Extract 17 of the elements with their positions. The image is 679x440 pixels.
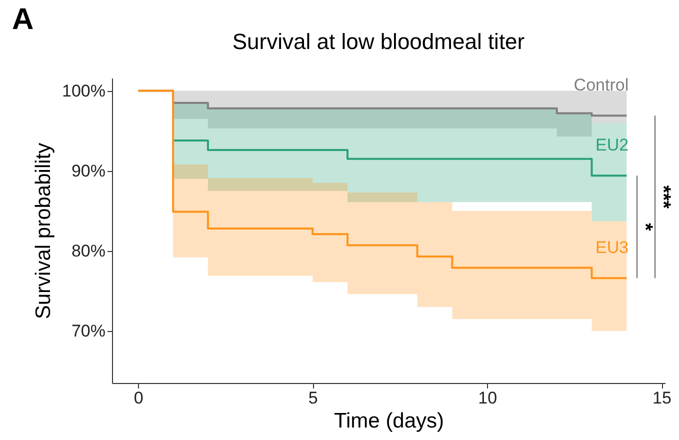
chart-title: Survival at low bloodmeal titer <box>232 29 525 54</box>
y-tick-label: 100% <box>62 81 106 100</box>
annotation: * <box>634 223 656 231</box>
annotation: *** <box>652 185 674 209</box>
x-tick-label: 10 <box>478 388 498 408</box>
text: A <box>12 3 34 36</box>
x-tick-label: 5 <box>308 388 318 408</box>
y-tick-label: 70% <box>71 321 106 340</box>
y-tick-label: 90% <box>71 161 106 180</box>
y-tick-label: 80% <box>71 241 106 260</box>
series-label: EU3 <box>596 238 629 258</box>
x-axis-title: Time (days) <box>334 410 444 432</box>
x-tick-label: 15 <box>652 388 672 408</box>
y-axis-title: Survival probability <box>32 142 56 320</box>
series-label: EU2 <box>596 136 629 155</box>
x-tick-label: 0 <box>134 388 144 408</box>
series-label: Control <box>574 76 629 95</box>
